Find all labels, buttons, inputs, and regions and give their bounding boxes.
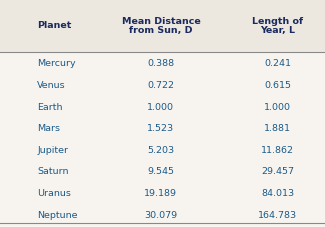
Text: 84.013: 84.013 [261,189,294,198]
Text: 1.523: 1.523 [147,124,175,133]
Text: 164.783: 164.783 [258,210,297,220]
Text: 0.388: 0.388 [147,59,175,69]
Text: Uranus: Uranus [37,189,71,198]
Text: Planet: Planet [37,22,72,30]
Text: Jupiter: Jupiter [37,146,68,155]
Text: Mean Distance: Mean Distance [122,17,200,25]
Text: from Sun, D: from Sun, D [129,27,193,35]
Bar [0,0,325,52]
Text: 11.862: 11.862 [261,146,294,155]
Text: Year, L: Year, L [260,27,295,35]
Text: 0.241: 0.241 [264,59,292,69]
Text: Mars: Mars [37,124,60,133]
Text: 29.457: 29.457 [261,167,294,176]
Text: Saturn: Saturn [37,167,69,176]
Text: 1.000: 1.000 [264,103,292,112]
Text: Mercury: Mercury [37,59,76,69]
Text: Venus: Venus [37,81,66,90]
Text: 0.722: 0.722 [147,81,175,90]
Text: 30.079: 30.079 [144,210,177,220]
Text: 5.203: 5.203 [147,146,175,155]
Text: Earth: Earth [37,103,63,112]
Text: 0.615: 0.615 [264,81,292,90]
Text: 1.000: 1.000 [147,103,175,112]
Text: Length of: Length of [252,17,304,25]
Text: 19.189: 19.189 [144,189,177,198]
Text: Neptune: Neptune [37,210,78,220]
Text: 1.881: 1.881 [264,124,292,133]
Text: 9.545: 9.545 [147,167,175,176]
